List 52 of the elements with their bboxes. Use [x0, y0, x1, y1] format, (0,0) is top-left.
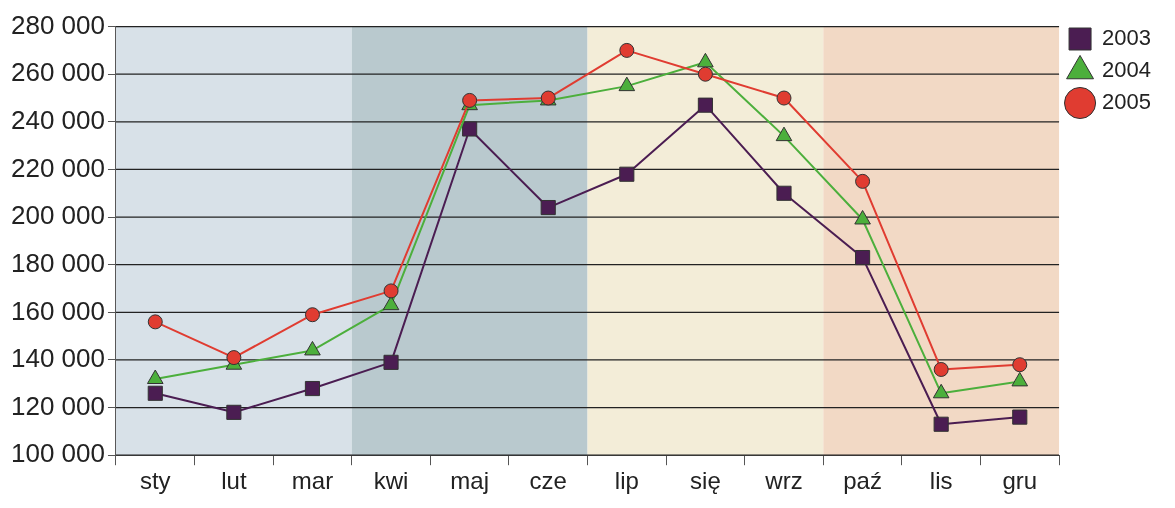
point: [619, 166, 635, 182]
point: [382, 295, 400, 311]
x-tick-label: mar: [291, 467, 334, 495]
x-tick-label: maj: [450, 467, 489, 495]
point: [854, 209, 871, 225]
point: [226, 404, 242, 420]
x-tick-label: się: [690, 467, 721, 495]
x-tick-label: lut: [221, 467, 247, 495]
legend-label: 2004: [1102, 57, 1152, 83]
y-tick-label: 100 000: [11, 438, 105, 469]
x-tick-label: wrz: [764, 467, 803, 495]
x-tick-label: gru: [1002, 467, 1038, 495]
point: [776, 185, 792, 201]
point: [540, 199, 556, 216]
y-tick-label: 160 000: [11, 295, 105, 326]
y-tick-label: 260 000: [11, 57, 105, 88]
point: [383, 354, 399, 370]
point: [304, 380, 321, 397]
point: [304, 307, 320, 323]
point: [383, 283, 399, 299]
y-tick-label: 200 000: [11, 200, 105, 231]
x-tick-label: cze: [529, 467, 567, 495]
point: [147, 314, 163, 330]
x-tick-label: kwi: [373, 467, 409, 495]
point: [933, 361, 949, 377]
point: [855, 250, 871, 266]
point: [933, 416, 949, 432]
point: [618, 76, 636, 92]
point: [776, 90, 792, 106]
point: [226, 350, 242, 366]
y-tick-label: 180 000: [11, 247, 105, 278]
y-tick-label: 280 000: [11, 9, 105, 40]
y-tick-label: 120 000: [11, 390, 105, 421]
x-tick-label: lip: [614, 467, 639, 495]
point: [855, 173, 871, 189]
x-tick-label: sty: [139, 467, 171, 495]
y-tick-label: 220 000: [11, 152, 105, 183]
x-tick-label: lis: [929, 467, 953, 495]
y-tick-label: 140 000: [11, 343, 105, 374]
legend-label: 2003: [1102, 25, 1152, 51]
point: [1012, 357, 1028, 373]
point: [619, 42, 635, 58]
legend-label: 2005: [1102, 89, 1152, 115]
point: [147, 385, 163, 401]
x-tick-label: paź: [843, 467, 882, 495]
point: [697, 97, 713, 113]
y-tick-label: 240 000: [11, 105, 105, 136]
point: [462, 121, 478, 137]
point: [775, 126, 793, 142]
point: [697, 66, 713, 82]
point: [697, 52, 714, 68]
point: [1012, 409, 1028, 425]
